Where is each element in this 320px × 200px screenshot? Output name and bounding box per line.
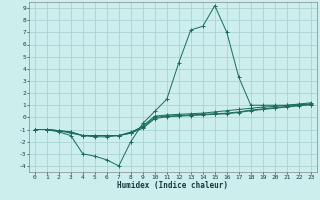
X-axis label: Humidex (Indice chaleur): Humidex (Indice chaleur): [117, 181, 228, 190]
